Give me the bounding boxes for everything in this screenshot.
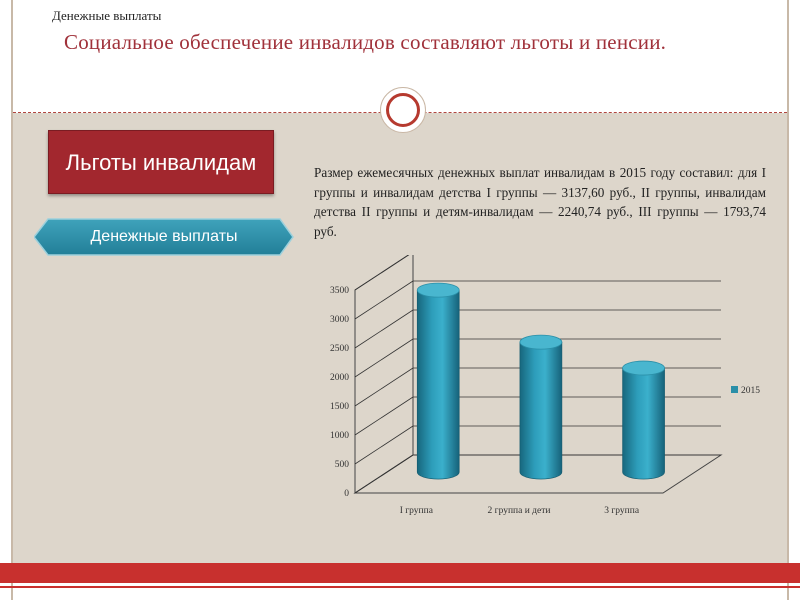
y-tick-label: 1500	[330, 402, 349, 412]
benefits-box: Льготы инвалидам	[48, 130, 274, 194]
y-tick-label: 2500	[330, 344, 349, 354]
gridline-side	[354, 309, 414, 349]
bar-top-3	[622, 360, 665, 376]
y-tick-label: 1000	[330, 431, 349, 441]
chart-plot: 0 500 1000 1500 2000 2500 3000 3500 I группа 2 гр…	[330, 255, 760, 516]
gridline-side	[354, 367, 414, 407]
payments-label: Денежные выплаты	[90, 228, 238, 245]
bar-top-2	[519, 334, 563, 350]
payments-arrow-shape	[34, 218, 294, 256]
footer-line	[0, 586, 800, 588]
gridline-side	[354, 338, 414, 378]
legend-label: 2015	[741, 386, 760, 396]
x-tick-label: 3 группа	[604, 506, 640, 516]
y-tick-label: 2000	[330, 373, 349, 383]
y-tick-label: 3000	[330, 315, 349, 325]
circle-ornament-icon	[380, 87, 426, 133]
bar-1	[416, 289, 460, 480]
frame-left-border	[11, 0, 13, 600]
y-tick-label: 3500	[330, 286, 349, 296]
frame-right-border	[787, 0, 789, 600]
bar-2	[519, 341, 563, 480]
gridline-side	[354, 255, 410, 291]
gridline-side	[354, 280, 414, 320]
payments-paragraph: Размер ежемесячных денежных выплат инвал…	[314, 165, 766, 239]
y-tick-label: 500	[335, 460, 350, 470]
page-title: Социальное обеспечение инвалидов составл…	[64, 30, 667, 54]
circle-ornament-inner	[386, 93, 420, 127]
legend-swatch	[731, 386, 738, 393]
gridline-side	[354, 425, 414, 465]
y-tick-label: 0	[344, 489, 349, 499]
gridline-side	[354, 454, 414, 494]
x-tick-label: I группа	[400, 506, 434, 516]
footer-bar	[0, 563, 800, 583]
benefits-box-label: Льготы инвалидам	[65, 149, 257, 175]
gridline-side	[354, 396, 414, 436]
bar-3	[622, 367, 665, 480]
section-label: Денежные выплаты	[52, 8, 162, 23]
x-tick-label: 2 группа и дети	[488, 506, 551, 516]
bar-top-1	[416, 282, 460, 298]
bar-chart: 0 500 1000 1500 2000 2500 3000 3500 I группа 2 гр…	[330, 255, 760, 516]
